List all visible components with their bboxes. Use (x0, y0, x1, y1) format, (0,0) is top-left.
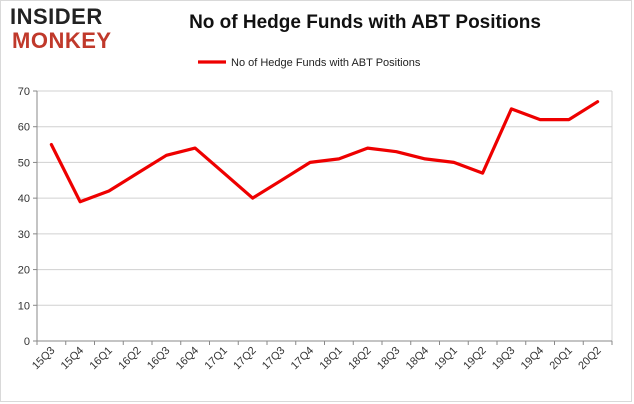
y-tick-label: 20 (18, 265, 30, 277)
y-tick-label: 70 (18, 86, 30, 98)
series-lines (49, 100, 600, 204)
x-tick-label: 17Q3 (260, 345, 288, 373)
series-line (49, 100, 600, 204)
x-tick-label: 19Q1 (432, 345, 460, 373)
y-tick-label: 40 (18, 193, 30, 205)
x-tick-label: 19Q4 (519, 345, 547, 373)
chart-title: No of Hedge Funds with ABT Positions (189, 12, 541, 33)
x-tick-label: 16Q4 (174, 345, 202, 373)
logo-line-1: INSIDER (10, 4, 103, 29)
x-tick-label: 16Q3 (145, 345, 173, 373)
legend: No of Hedge Funds with ABT Positions (198, 57, 421, 69)
y-tick-label: 10 (18, 300, 30, 312)
x-tick-label: 15Q3 (30, 345, 58, 373)
insider-monkey-logo: INSIDER MONKEY (10, 6, 120, 52)
x-tick-label: 17Q2 (231, 345, 259, 373)
axes (33, 90, 613, 345)
logo-line-2: MONKEY (12, 28, 112, 53)
x-tick-label: 18Q2 (346, 345, 374, 373)
x-tick-labels: 15Q3 15Q4 16Q1 16Q2 16Q3 16Q4 17Q1 17Q2 17Q3 17Q4… (30, 345, 604, 373)
y-tick-label: 0 (24, 336, 30, 348)
x-tick-label: 19Q3 (490, 345, 518, 373)
x-tick-label: 17Q1 (202, 345, 230, 373)
x-tick-label: 20Q1 (547, 345, 575, 373)
y-tick-label: 60 (18, 122, 30, 134)
legend-label: No of Hedge Funds with ABT Positions (231, 57, 421, 69)
y-tick-label: 30 (18, 229, 30, 241)
x-tick-label: 17Q4 (289, 345, 317, 373)
y-tick-label: 50 (18, 157, 30, 169)
x-tick-label: 18Q1 (317, 345, 345, 373)
x-tick-label: 15Q4 (59, 345, 87, 373)
gridlines (37, 90, 613, 341)
x-tick-label: 16Q2 (116, 345, 144, 373)
x-tick-label: 18Q3 (375, 345, 403, 373)
x-tick-label: 19Q2 (461, 345, 489, 373)
x-tick-label: 18Q4 (404, 345, 432, 373)
x-tick-label: 20Q2 (576, 345, 604, 373)
x-tick-label: 16Q1 (87, 345, 115, 373)
y-tick-labels: 0 10 20 30 40 50 60 70 (18, 86, 30, 348)
